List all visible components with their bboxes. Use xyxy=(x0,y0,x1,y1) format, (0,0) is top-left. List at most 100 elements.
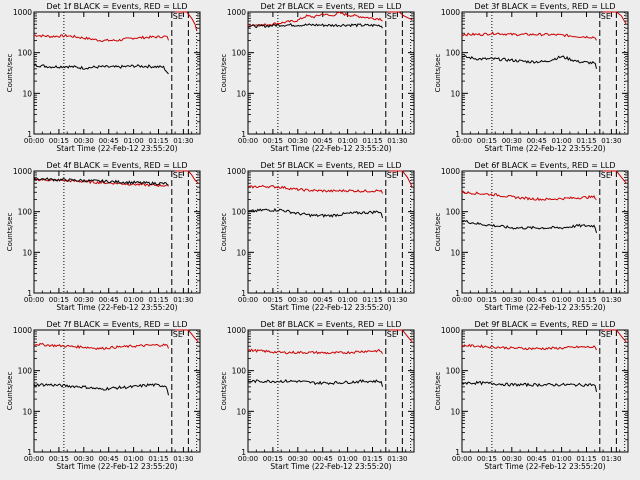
x-tick-label: 00:45 xyxy=(313,296,333,304)
x-axis-label: Start Time (22-Feb-12 23:55:20) xyxy=(270,303,391,312)
x-axis-label: Start Time (22-Feb-12 23:55:20) xyxy=(270,144,391,153)
series-lld-tail xyxy=(175,11,198,31)
panel-title: Det 5f BLACK = Events, RED = LLD xyxy=(260,161,401,170)
x-tick-label: 01:00 xyxy=(552,296,572,304)
plot-frame xyxy=(247,11,415,135)
y-axis-label: Counts/sec xyxy=(220,213,228,252)
x-tick-label: 01:00 xyxy=(552,137,572,145)
panel-title: Det 2f BLACK = Events, RED = LLD xyxy=(260,2,401,11)
x-tick-label: 01:30 xyxy=(173,137,193,145)
x-tick-label: 01:00 xyxy=(124,296,144,304)
x-tick-label: 00:45 xyxy=(527,137,547,145)
y-tick-label: 10 xyxy=(22,407,32,416)
series-lld-line xyxy=(461,190,597,202)
y-tick-label: 1 xyxy=(27,130,32,139)
x-tick-label: 00:00 xyxy=(238,455,258,463)
x-tick-label: 00:30 xyxy=(288,296,308,304)
y-tick-label: 1 xyxy=(241,130,246,139)
y-tick-label: 1000 xyxy=(227,8,246,17)
x-tick-label: 00:30 xyxy=(74,455,94,463)
y-axis-label: Counts/sec xyxy=(6,213,14,252)
x-tick-label: 01:30 xyxy=(387,137,407,145)
x-tick-label: 00:30 xyxy=(74,296,94,304)
x-tick-label: 00:30 xyxy=(502,137,522,145)
x-tick-label: 00:15 xyxy=(263,296,283,304)
x-tick-label: 00:45 xyxy=(99,296,119,304)
plot-frame xyxy=(33,11,201,135)
x-tick-label: 00:30 xyxy=(74,137,94,145)
x-axis-label: Start Time (22-Feb-12 23:55:20) xyxy=(56,303,177,312)
series-events-line xyxy=(247,22,383,29)
x-tick-label: 00:45 xyxy=(99,455,119,463)
plot-frame xyxy=(461,11,629,135)
x-tick-label: 00:15 xyxy=(263,455,283,463)
x-tick-label: 00:15 xyxy=(477,296,497,304)
panel-title: Det 4f BLACK = Events, RED = LLD xyxy=(46,161,187,170)
y-tick-label: 100 xyxy=(18,208,33,217)
y-tick-label: 10 xyxy=(22,89,32,98)
x-tick-label: 01:00 xyxy=(552,455,572,463)
x-tick-label: 01:30 xyxy=(173,296,193,304)
y-tick-label: 1 xyxy=(241,289,246,298)
saa-annotation: SE xyxy=(387,12,397,21)
x-tick-label: 01:00 xyxy=(338,455,358,463)
x-tick-label: 00:00 xyxy=(452,296,472,304)
x-tick-label: 01:30 xyxy=(601,137,621,145)
x-tick-label: 00:15 xyxy=(49,137,69,145)
x-tick-label: 00:15 xyxy=(263,137,283,145)
x-tick-label: 01:15 xyxy=(362,296,382,304)
x-tick-label: 01:00 xyxy=(338,296,358,304)
x-axis-label: Start Time (22-Feb-12 23:55:20) xyxy=(56,462,177,471)
series-lld-tail xyxy=(389,329,413,343)
saa-annotation: SE xyxy=(173,12,183,21)
series-lld-tail xyxy=(603,11,627,25)
x-axis-label: Start Time (22-Feb-12 23:55:20) xyxy=(484,462,605,471)
y-tick-label: 100 xyxy=(232,367,247,376)
y-tick-label: 10 xyxy=(450,248,460,257)
panel-det-2: Det 2f BLACK = Events, RED = LLD 1 10 100 10… xyxy=(220,2,415,153)
series-lld-line xyxy=(247,11,383,27)
x-tick-label: 01:15 xyxy=(148,137,168,145)
x-tick-label: 00:45 xyxy=(99,137,119,145)
x-tick-label: 00:45 xyxy=(313,455,333,463)
series-events-line xyxy=(247,207,383,219)
panel-title: Det 7f BLACK = Events, RED = LLD xyxy=(46,320,187,329)
y-tick-label: 1 xyxy=(455,448,460,457)
x-axis-label: Start Time (22-Feb-12 23:55:20) xyxy=(484,303,605,312)
y-tick-label: 100 xyxy=(446,367,461,376)
series-lld-tail xyxy=(389,170,413,188)
y-tick-label: 1 xyxy=(27,289,32,298)
panel-det-7: Det 7f BLACK = Events, RED = LLD 1 10 100 10… xyxy=(6,320,201,471)
panel-det-4: Det 4f BLACK = Events, RED = LLD 1 10 100 10… xyxy=(6,161,201,312)
series-events-line xyxy=(33,177,169,186)
x-tick-label: 00:00 xyxy=(24,137,44,145)
y-tick-label: 1000 xyxy=(227,326,246,335)
panel-det-5: Det 5f BLACK = Events, RED = LLD 1 10 100 10… xyxy=(220,161,415,312)
plot-frame xyxy=(461,329,629,453)
series-lld-tail xyxy=(175,170,199,184)
x-tick-label: 00:00 xyxy=(24,455,44,463)
y-tick-label: 1000 xyxy=(227,167,246,176)
x-tick-label: 00:00 xyxy=(238,296,258,304)
x-tick-label: 01:30 xyxy=(601,296,621,304)
y-axis-label: Counts/sec xyxy=(434,213,442,252)
y-tick-label: 10 xyxy=(450,407,460,416)
x-tick-label: 00:30 xyxy=(288,137,308,145)
series-lld-line xyxy=(461,343,597,351)
plot-frame xyxy=(33,170,201,294)
y-tick-label: 1000 xyxy=(441,167,460,176)
saa-annotation: SE xyxy=(387,330,397,339)
y-axis-label: Counts/sec xyxy=(6,54,14,93)
series-lld-line xyxy=(33,342,169,351)
y-axis-label: Counts/sec xyxy=(6,372,14,411)
x-tick-label: 01:15 xyxy=(362,455,382,463)
x-tick-label: 00:30 xyxy=(288,455,308,463)
x-tick-label: 01:00 xyxy=(124,455,144,463)
x-tick-label: 00:15 xyxy=(49,455,69,463)
series-lld-line xyxy=(461,31,597,41)
x-tick-label: 01:15 xyxy=(576,137,596,145)
x-tick-label: 01:15 xyxy=(576,296,596,304)
saa-annotation: SE xyxy=(601,171,611,180)
x-tick-label: 00:15 xyxy=(477,455,497,463)
y-tick-label: 10 xyxy=(450,89,460,98)
